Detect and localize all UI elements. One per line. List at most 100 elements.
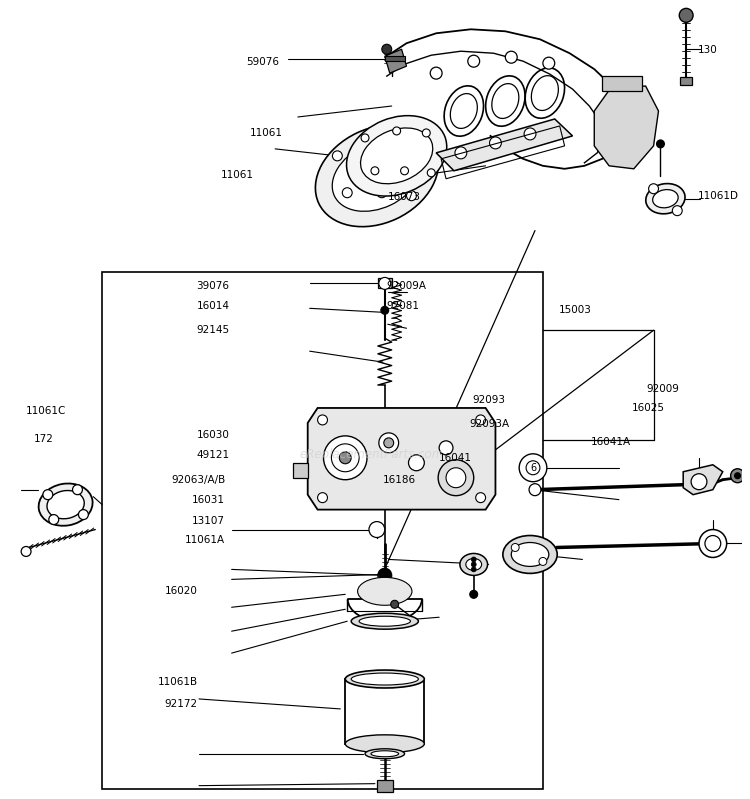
Circle shape — [381, 306, 388, 314]
Circle shape — [438, 459, 474, 495]
Text: 92009A: 92009A — [387, 280, 427, 291]
Text: 16020: 16020 — [165, 586, 198, 595]
Circle shape — [734, 473, 740, 479]
Circle shape — [427, 169, 435, 177]
Circle shape — [705, 535, 721, 551]
Text: 13107: 13107 — [192, 515, 225, 526]
Text: 11061: 11061 — [220, 170, 254, 180]
Ellipse shape — [359, 616, 410, 626]
Text: 92145: 92145 — [196, 325, 230, 336]
Circle shape — [369, 522, 385, 538]
Circle shape — [79, 510, 88, 519]
Text: 130: 130 — [698, 45, 718, 55]
Circle shape — [43, 490, 52, 499]
Circle shape — [529, 483, 541, 495]
Ellipse shape — [611, 113, 646, 149]
Circle shape — [476, 493, 485, 503]
Circle shape — [672, 205, 682, 216]
Circle shape — [379, 433, 398, 453]
Text: 92009: 92009 — [646, 384, 679, 394]
Circle shape — [379, 277, 391, 289]
Text: 92093: 92093 — [472, 396, 505, 405]
Text: 16041A: 16041A — [590, 437, 631, 447]
Circle shape — [400, 144, 410, 154]
Circle shape — [391, 600, 398, 608]
Text: 16030: 16030 — [196, 431, 230, 440]
Circle shape — [471, 557, 476, 562]
Circle shape — [470, 590, 478, 598]
Circle shape — [379, 568, 391, 580]
Text: 92093A: 92093A — [470, 419, 510, 429]
Circle shape — [406, 191, 416, 201]
Ellipse shape — [460, 554, 488, 575]
Ellipse shape — [332, 141, 422, 211]
Text: 15003: 15003 — [559, 305, 592, 316]
Circle shape — [468, 55, 480, 67]
Ellipse shape — [371, 751, 398, 757]
Text: 92172: 92172 — [165, 698, 198, 709]
Circle shape — [519, 454, 547, 482]
Text: 92081: 92081 — [387, 301, 420, 312]
Circle shape — [471, 562, 476, 567]
Text: 16025: 16025 — [632, 403, 664, 413]
Ellipse shape — [358, 578, 412, 606]
Polygon shape — [602, 76, 642, 91]
Ellipse shape — [365, 749, 404, 759]
Circle shape — [543, 58, 555, 70]
Circle shape — [422, 129, 430, 137]
Circle shape — [455, 147, 466, 159]
Polygon shape — [308, 408, 496, 510]
Circle shape — [656, 140, 664, 148]
Circle shape — [21, 547, 31, 556]
Circle shape — [400, 167, 409, 175]
Circle shape — [378, 568, 392, 582]
Text: 39076: 39076 — [196, 280, 230, 291]
Circle shape — [382, 44, 392, 54]
Circle shape — [384, 438, 394, 447]
Circle shape — [730, 469, 745, 483]
Circle shape — [377, 188, 387, 197]
Circle shape — [471, 567, 476, 572]
Text: 16031: 16031 — [192, 495, 225, 505]
Ellipse shape — [466, 559, 482, 570]
Polygon shape — [594, 86, 658, 169]
Text: 11061B: 11061B — [158, 678, 198, 687]
Circle shape — [73, 485, 82, 495]
Ellipse shape — [345, 670, 424, 688]
Polygon shape — [436, 119, 572, 171]
Bar — [102, 272, 543, 789]
Circle shape — [476, 415, 485, 425]
Ellipse shape — [47, 491, 84, 519]
Text: 11061A: 11061A — [185, 535, 225, 546]
Circle shape — [512, 543, 519, 551]
Ellipse shape — [351, 614, 418, 629]
Circle shape — [317, 415, 328, 425]
Bar — [345, 679, 424, 744]
Ellipse shape — [345, 735, 424, 753]
Circle shape — [332, 151, 342, 161]
Text: 49121: 49121 — [196, 450, 230, 460]
Ellipse shape — [346, 116, 447, 196]
Text: eReplacementParts.com: eReplacementParts.com — [300, 448, 444, 461]
Circle shape — [699, 530, 727, 558]
Ellipse shape — [503, 535, 557, 574]
Ellipse shape — [316, 125, 439, 227]
Circle shape — [409, 455, 424, 471]
Text: 16073: 16073 — [388, 193, 422, 202]
Circle shape — [430, 67, 442, 79]
Circle shape — [649, 184, 658, 193]
Circle shape — [323, 436, 367, 479]
Circle shape — [317, 493, 328, 503]
Ellipse shape — [38, 483, 92, 526]
Text: 172: 172 — [34, 434, 53, 443]
Circle shape — [339, 451, 351, 463]
Ellipse shape — [361, 128, 433, 184]
Circle shape — [526, 461, 540, 475]
Circle shape — [506, 51, 518, 63]
Circle shape — [367, 144, 377, 154]
Circle shape — [342, 188, 352, 197]
Circle shape — [539, 558, 547, 566]
Ellipse shape — [512, 543, 549, 566]
Text: 11061: 11061 — [250, 128, 283, 137]
Bar — [680, 78, 692, 85]
